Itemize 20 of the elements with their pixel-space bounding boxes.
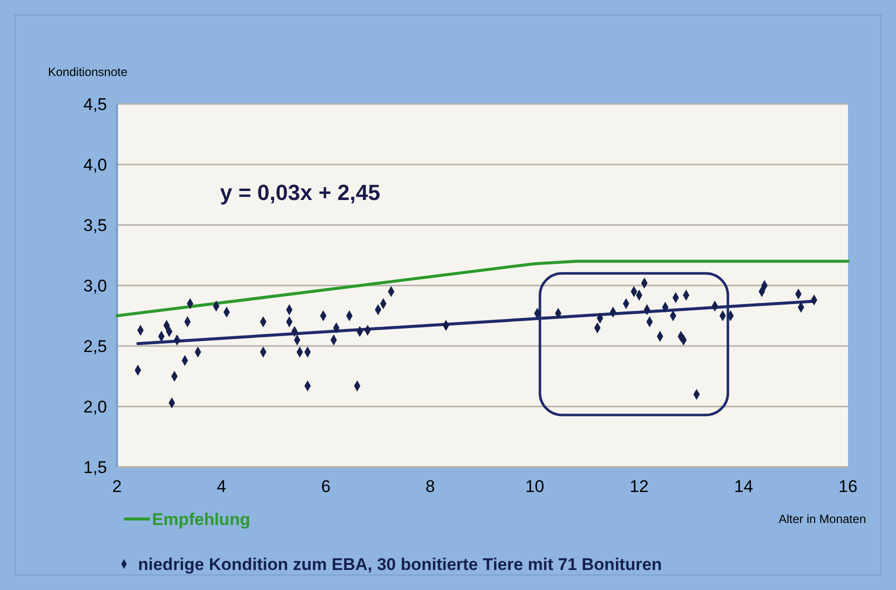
- x-tick-label: 4: [216, 477, 226, 496]
- annotation: y = 0,03x + 2,45: [220, 180, 380, 205]
- legend-label: niedrige Kondition zum EBA, 30 bonitierte Tiere mit 71 Bonituren: [138, 555, 662, 574]
- x-tick-label: 14: [734, 477, 754, 496]
- y-axis-title: Konditionsnote: [48, 65, 128, 79]
- x-tick-label: 10: [525, 477, 544, 496]
- y-tick-label: 4,0: [83, 155, 107, 174]
- legend-label: Empfehlung: [152, 510, 250, 529]
- y-tick-label: 3,0: [83, 276, 107, 296]
- x-tick-label: 2: [112, 477, 122, 496]
- y-tick-label: 4,5: [83, 94, 107, 114]
- y-tick-label: 3,5: [83, 216, 107, 235]
- x-tick-label: 6: [321, 477, 331, 496]
- x-axis-title: Alter in Monaten: [778, 512, 866, 526]
- y-tick-label: 1,5: [83, 458, 107, 477]
- x-tick-label: 16: [838, 477, 858, 496]
- y-tick-label: 2,0: [83, 397, 107, 416]
- y-tick-label: 2,5: [83, 336, 107, 356]
- x-tick-label: 8: [426, 477, 436, 496]
- x-tick-label: 12: [630, 477, 649, 496]
